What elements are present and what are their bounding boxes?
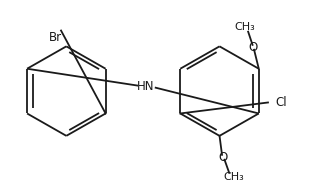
- Text: Cl: Cl: [276, 96, 287, 109]
- Text: CH₃: CH₃: [223, 172, 244, 182]
- Text: HN: HN: [137, 80, 155, 93]
- Text: Br: Br: [49, 31, 62, 44]
- Text: O: O: [248, 40, 257, 54]
- Text: CH₃: CH₃: [234, 22, 255, 32]
- Text: O: O: [218, 151, 227, 164]
